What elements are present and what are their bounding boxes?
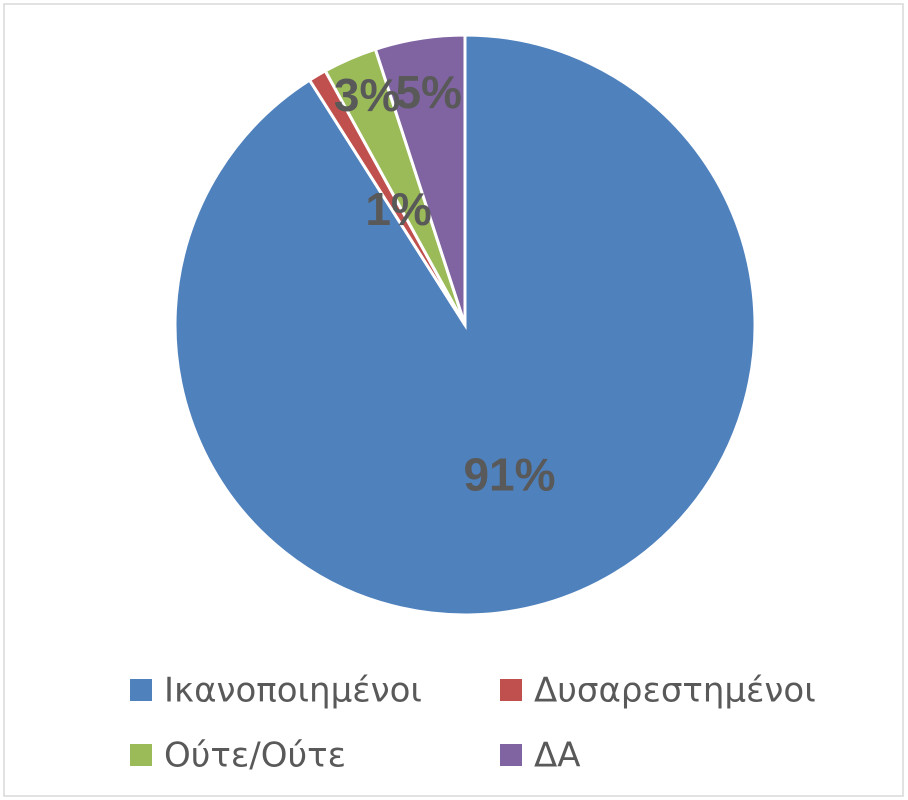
data-label: 5% [395,66,461,118]
legend-swatch [130,679,152,701]
legend-label: Δυσαρεστημένοι [534,671,816,711]
data-label: 91% [463,448,555,500]
legend-label: Ικανοποιημένοι [164,671,422,711]
data-label: 1% [365,183,431,235]
legend-label: Ούτε/Ούτε [164,736,346,776]
pie-slice [373,33,467,326]
legend-swatch [130,744,152,766]
data-label: 3% [334,69,400,121]
legend-swatch [500,679,522,701]
legend-label: ΔΑ [534,736,581,776]
legend-swatch [500,744,522,766]
